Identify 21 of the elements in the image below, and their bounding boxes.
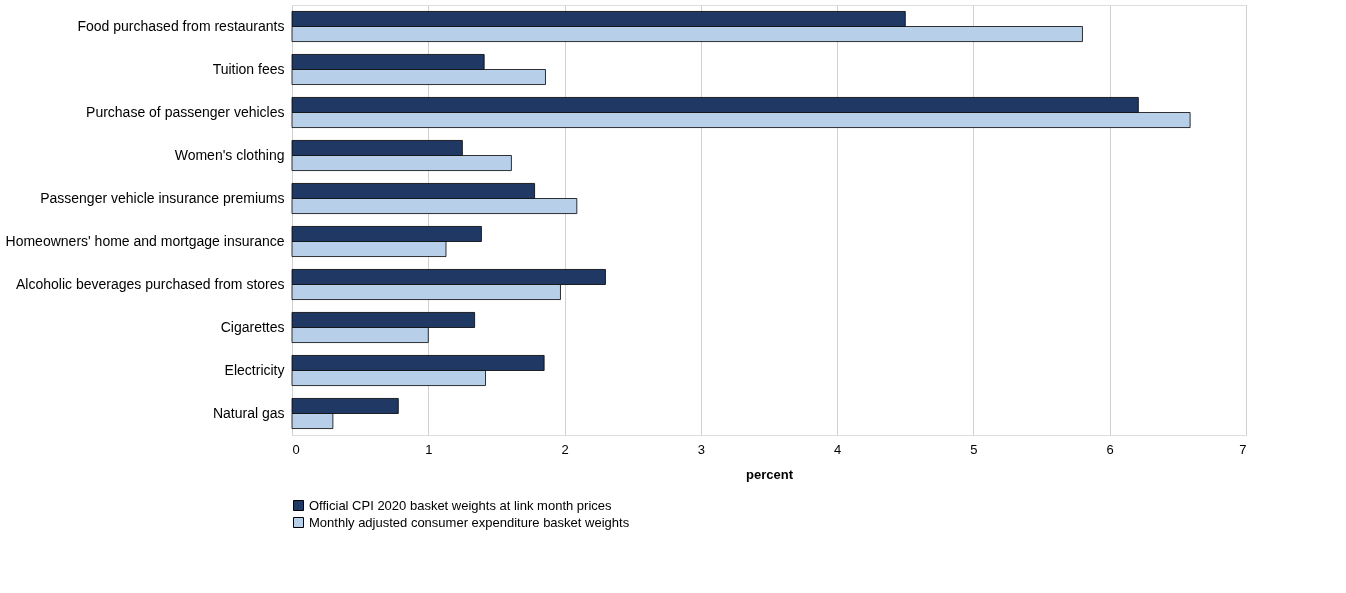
y-tick-label: Cigarettes bbox=[220, 318, 285, 335]
x-tick-label: 3 bbox=[697, 441, 705, 457]
legend-label: Official CPI 2020 basket weights at link month prices bbox=[309, 497, 613, 513]
y-tick-label: Electricity bbox=[224, 361, 285, 378]
x-axis-title: percent bbox=[746, 466, 794, 482]
y-tick-label: Food purchased from restaurants bbox=[77, 17, 285, 34]
x-tick-label: 5 bbox=[970, 441, 978, 457]
y-tick-label: Women's clothing bbox=[174, 146, 285, 163]
legend-label: Monthly adjusted consumer expenditure basket weights bbox=[309, 514, 630, 530]
x-tick-label: 1 bbox=[425, 441, 433, 457]
x-tick-label: 6 bbox=[1106, 441, 1114, 457]
y-tick-label: Purchase of passenger vehicles bbox=[86, 103, 285, 120]
y-tick-label: Homeowners' home and mortgage insurance bbox=[5, 232, 285, 249]
y-tick-label: Passenger vehicle insurance premiums bbox=[40, 189, 285, 206]
y-tick-label: Natural gas bbox=[212, 404, 285, 421]
x-tick-label: 4 bbox=[834, 441, 842, 457]
y-tick-label: Tuition fees bbox=[212, 60, 285, 77]
x-tick-label: 7 bbox=[1239, 441, 1247, 457]
x-tick-label: 2 bbox=[561, 441, 569, 457]
x-tick-label: 0 bbox=[292, 441, 300, 457]
y-tick-label: Alcoholic beverages purchased from stores bbox=[16, 275, 285, 292]
